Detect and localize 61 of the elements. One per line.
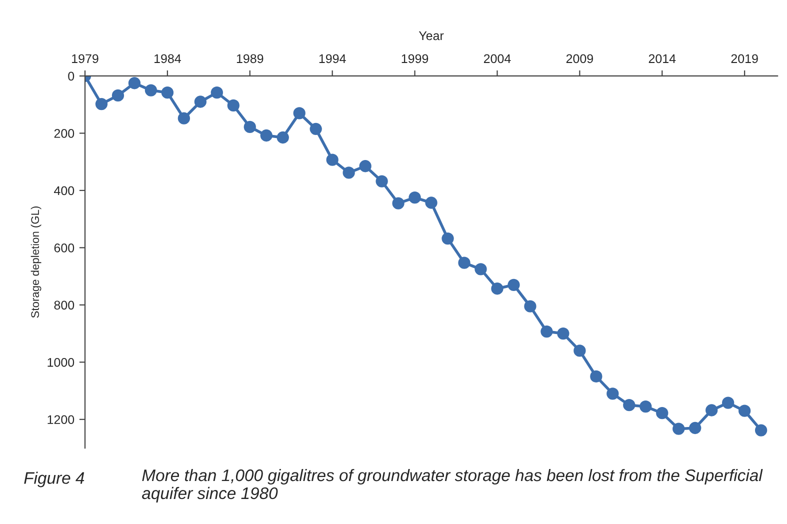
point <box>640 400 652 413</box>
y-tick-label: 800 <box>54 300 74 310</box>
point <box>623 399 636 412</box>
x-tick-label: 1984 <box>154 54 181 64</box>
point <box>442 232 454 245</box>
point <box>112 89 124 102</box>
point <box>194 96 206 108</box>
x-axis-title: Year <box>418 31 444 40</box>
point <box>161 86 174 99</box>
y-tick-label: 0 <box>68 72 74 81</box>
point <box>178 112 190 124</box>
point <box>722 396 734 409</box>
point <box>508 278 520 291</box>
y-tick-label: 1000 <box>48 358 74 367</box>
x-tick-label: 2019 <box>731 54 758 64</box>
y-tick-label: 400 <box>54 186 74 196</box>
x-tick-label: 2014 <box>648 54 676 64</box>
point <box>540 325 553 338</box>
point <box>359 160 372 172</box>
y-tick-label: 1200 <box>48 415 74 424</box>
point <box>293 107 306 120</box>
point <box>524 300 536 312</box>
caption: Figure 4 <box>24 472 84 488</box>
point <box>95 98 108 110</box>
point <box>754 424 768 436</box>
point <box>392 197 404 210</box>
point <box>408 192 421 204</box>
point <box>128 77 141 90</box>
point <box>574 344 586 357</box>
point <box>606 388 619 400</box>
y-axis-title: Storage depletion (GL) <box>30 206 42 318</box>
point <box>590 370 602 383</box>
point <box>706 404 718 416</box>
point <box>260 129 272 142</box>
point <box>144 84 158 96</box>
point <box>458 256 470 269</box>
text: More than 1,000 gigalitres of groundwater storage has been lost from the Superficial aquifer since 1980 <box>142 468 763 502</box>
point <box>376 175 388 188</box>
x-tick-label: 2004 <box>484 54 511 64</box>
point <box>656 407 668 420</box>
point <box>557 327 570 340</box>
point <box>326 154 338 166</box>
x-tick-label: 1979 <box>72 54 98 64</box>
y-tick-label: 600 <box>54 243 74 252</box>
point <box>276 131 289 144</box>
point <box>210 86 223 99</box>
x-tick-label: 1999 <box>402 54 428 64</box>
point <box>689 422 702 434</box>
point <box>672 422 685 435</box>
point <box>310 122 322 135</box>
point <box>342 166 355 179</box>
x-tick-label: 1994 <box>319 54 346 64</box>
x-tick-label: 2009 <box>566 54 593 64</box>
y-tick-label: 200 <box>54 129 74 138</box>
x-tick-label: 1989 <box>236 54 264 64</box>
point <box>244 120 256 133</box>
point <box>474 263 487 276</box>
point <box>738 404 751 417</box>
point <box>227 99 240 112</box>
point <box>491 282 504 295</box>
point <box>425 196 438 209</box>
